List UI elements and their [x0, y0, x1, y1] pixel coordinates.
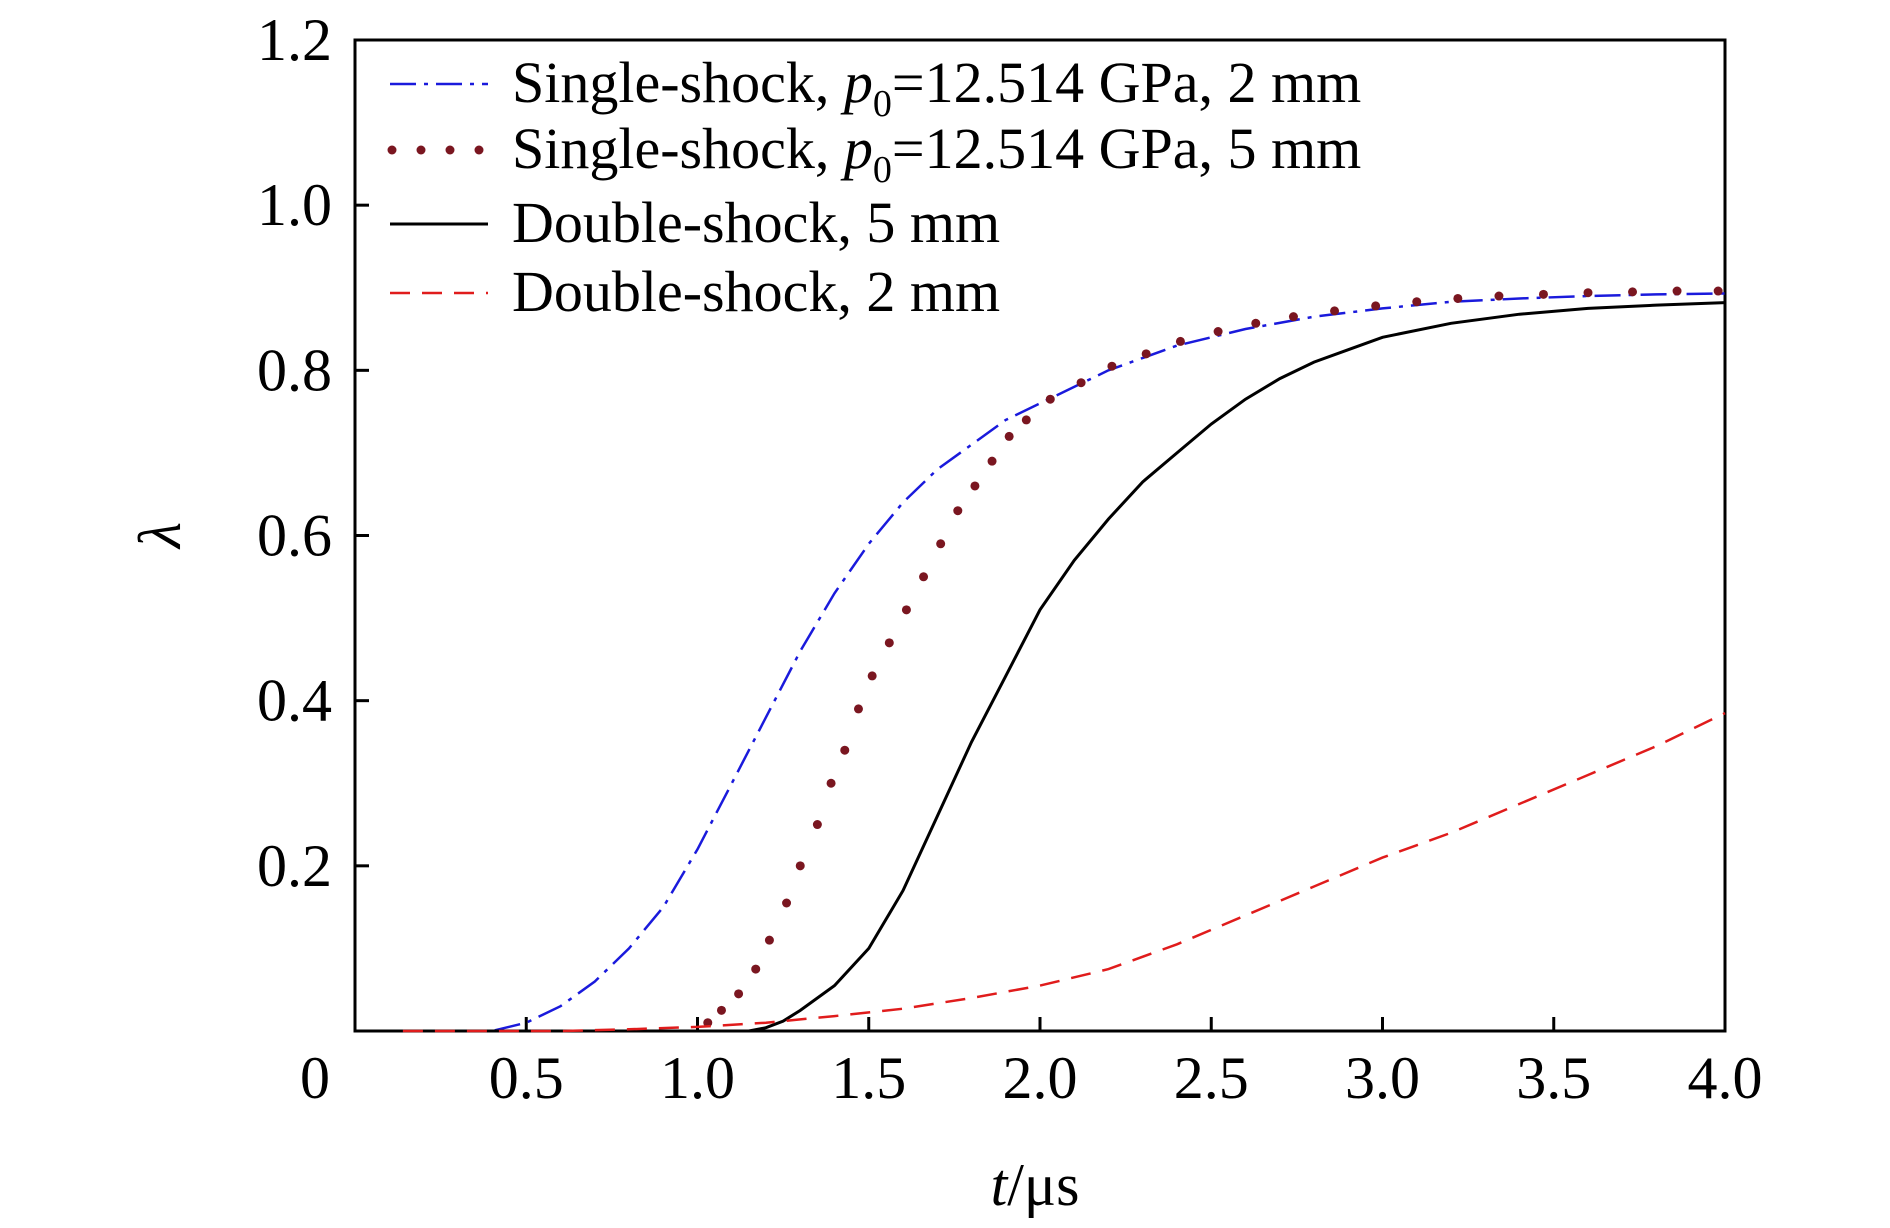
data-point [1213, 327, 1223, 337]
legend-label: Double-shock, 2 mm [512, 259, 1000, 324]
data-point [953, 506, 963, 516]
x-tick-label: 2.5 [1174, 1045, 1249, 1111]
data-point [1453, 293, 1463, 303]
data-point [901, 605, 911, 615]
series-line [402, 711, 1726, 1033]
data-point [919, 572, 929, 582]
data-point [1021, 415, 1031, 425]
data-point [1713, 286, 1723, 296]
data-point [1371, 301, 1381, 311]
data-point [812, 820, 822, 830]
y-tick-label: 0.8 [257, 337, 332, 403]
x-tick-label: 3.0 [1345, 1045, 1420, 1111]
series-3 [402, 301, 1726, 1033]
data-point [1175, 336, 1185, 346]
y-tick-label: 0.2 [257, 833, 332, 899]
data-point [1538, 289, 1548, 299]
data-point [987, 456, 997, 466]
y-tick-label: 0.6 [257, 503, 332, 569]
legend-label: Single-shock, p0=12.514 GPa, 2 mm [512, 50, 1361, 125]
series-line [402, 292, 1726, 1033]
origin-label: 0 [300, 1045, 330, 1111]
y-tick-label: 1.0 [257, 172, 332, 238]
legend: Single-shock, p0=12.514 GPa, 2 mmSingle-… [387, 50, 1361, 324]
plot-frame [353, 38, 1727, 1033]
data-point [1412, 297, 1422, 307]
data-point [1494, 291, 1504, 301]
legend-label: Single-shock, p0=12.514 GPa, 5 mm [512, 116, 1361, 191]
y-tick-label: 1.2 [257, 7, 332, 73]
legend-swatch [387, 145, 484, 155]
x-tick-label: 4.0 [1688, 1045, 1763, 1111]
data-point [764, 935, 774, 945]
data-point [853, 704, 863, 714]
data-point [795, 861, 805, 871]
data-point [1583, 288, 1593, 298]
data-point [936, 539, 946, 549]
series-4 [402, 711, 1726, 1033]
data-point [1672, 286, 1682, 296]
series-2 [703, 286, 1723, 1028]
series-line [402, 301, 1726, 1033]
series-1 [402, 292, 1726, 1033]
data-point [1107, 361, 1117, 371]
y-axis-title: λ [127, 522, 193, 550]
data-point [1045, 394, 1055, 404]
x-tick-label: 1.0 [660, 1045, 735, 1111]
data-point [826, 778, 836, 788]
x-axis-title: t/μs [991, 1152, 1080, 1218]
data-point [840, 745, 850, 755]
data-point [970, 481, 980, 491]
x-tick-label: 1.5 [831, 1045, 906, 1111]
x-tick-label: 3.5 [1516, 1045, 1591, 1111]
data-point [716, 1005, 726, 1015]
series-layer [402, 286, 1726, 1033]
data-point [867, 671, 877, 681]
data-point [1288, 312, 1298, 322]
data-point [884, 638, 894, 648]
x-tick-label: 2.0 [1003, 1045, 1078, 1111]
x-tick-label: 0.5 [489, 1045, 564, 1111]
data-point [1628, 287, 1638, 297]
data-point [1076, 378, 1086, 388]
data-point [1004, 431, 1014, 441]
data-point [1330, 306, 1340, 316]
axis-ticks: 0.5 1.0 1.5 2.0 2.5 3.0 3.5 4.0 0.2 0.4 0.6 0.8 1.0 1… [257, 7, 1763, 1111]
data-point [1251, 318, 1261, 328]
data-point [751, 964, 761, 974]
data-point [1141, 349, 1151, 359]
data-point [782, 898, 792, 908]
y-tick-label: 0.4 [257, 668, 332, 734]
legend-label: Double-shock, 5 mm [512, 190, 1000, 255]
data-point [734, 989, 744, 999]
